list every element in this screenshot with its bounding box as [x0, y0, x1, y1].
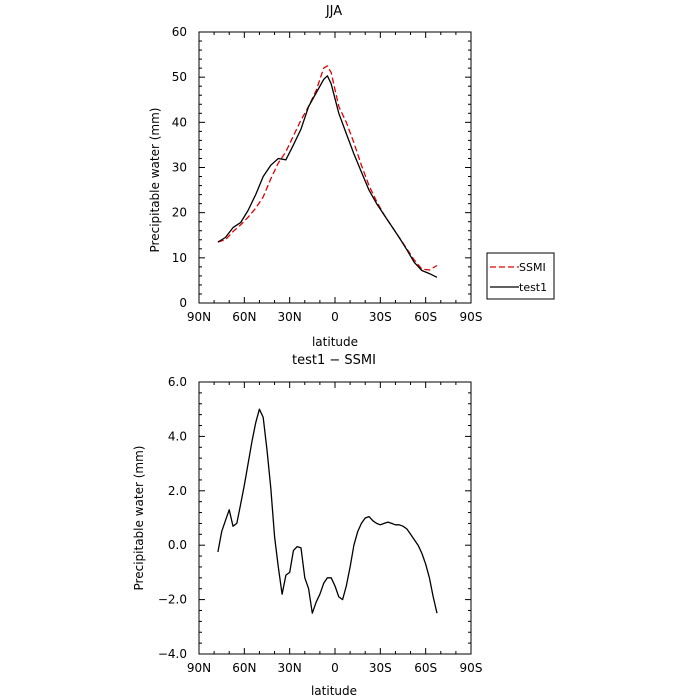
- top-ticks: 90N 60N 30N 0 30S 60S 90S 0 10 20 30 40 50 60: [172, 25, 483, 324]
- legend-label-test1: test1: [519, 281, 547, 294]
- bottom-title: test1 − SSMI: [292, 353, 376, 368]
- top-x-axis-label: latitude: [312, 335, 358, 349]
- top-title: JJA: [325, 4, 342, 19]
- top-series-line-test1: [217, 75, 438, 278]
- top-panel: JJA 90N 60N 30N 0 30S 60S 90S 0 10 20 30 40 50 60 lat…: [148, 4, 555, 349]
- bottom-series-line-difference: [217, 408, 438, 614]
- top-ytick-label: 60: [172, 25, 187, 39]
- bottom-xtick-label: 90S: [460, 661, 483, 675]
- bottom-xtick-label: 30S: [369, 661, 392, 675]
- bottom-ytick-label: −2.0: [158, 593, 187, 607]
- bottom-ytick-label: 0.0: [168, 538, 187, 552]
- bottom-ytick-label: −4.0: [158, 647, 187, 661]
- bottom-ytick-label: 6.0: [168, 375, 187, 389]
- top-ytick-label: 40: [172, 115, 187, 129]
- top-y-axis-label: Precipitable water (mm): [148, 108, 162, 253]
- legend-box: [486, 252, 555, 300]
- bottom-panel: test1 − SSMI 90N 60N 30N 0 30S 60S 90S −4.0 −2.0…: [132, 353, 482, 698]
- top-ytick-label: 0: [179, 296, 187, 310]
- top-ytick-label: 30: [172, 161, 187, 175]
- top-series-lines: [217, 65, 438, 278]
- top-ytick-label: 20: [172, 206, 187, 220]
- legend: SSMI test1: [486, 252, 555, 300]
- bottom-ticks: 90N 60N 30N 0 30S 60S 90S −4.0 −2.0 0.0 2.0 4.0 6.0: [158, 375, 483, 675]
- top-xtick-label: 90S: [460, 310, 483, 324]
- legend-label-ssmi: SSMI: [519, 261, 546, 274]
- top-xtick-label: 90N: [187, 310, 211, 324]
- top-xtick-label: 30N: [278, 310, 302, 324]
- top-plot-frame: [198, 31, 472, 304]
- bottom-xtick-label: 60N: [232, 661, 256, 675]
- top-ytick-label: 50: [172, 70, 187, 84]
- bottom-xtick-label: 0: [331, 661, 339, 675]
- bottom-series-lines: [217, 408, 438, 614]
- bottom-xtick-label: 30N: [278, 661, 302, 675]
- top-xtick-label: 0: [331, 310, 339, 324]
- bottom-xtick-label: 90N: [187, 661, 211, 675]
- bottom-y-axis-label: Precipitable water (mm): [132, 446, 146, 591]
- top-series-line-ssmi: [217, 65, 438, 271]
- top-xtick-label: 60N: [232, 310, 256, 324]
- bottom-x-axis-label: latitude: [311, 684, 357, 698]
- top-xtick-label: 30S: [369, 310, 392, 324]
- top-xtick-label: 60S: [414, 310, 437, 324]
- bottom-ytick-label: 2.0: [168, 484, 187, 498]
- bottom-plot-frame: [198, 381, 472, 655]
- bottom-xtick-label: 60S: [414, 661, 437, 675]
- bottom-ytick-label: 4.0: [168, 429, 187, 443]
- top-ytick-label: 10: [172, 251, 187, 265]
